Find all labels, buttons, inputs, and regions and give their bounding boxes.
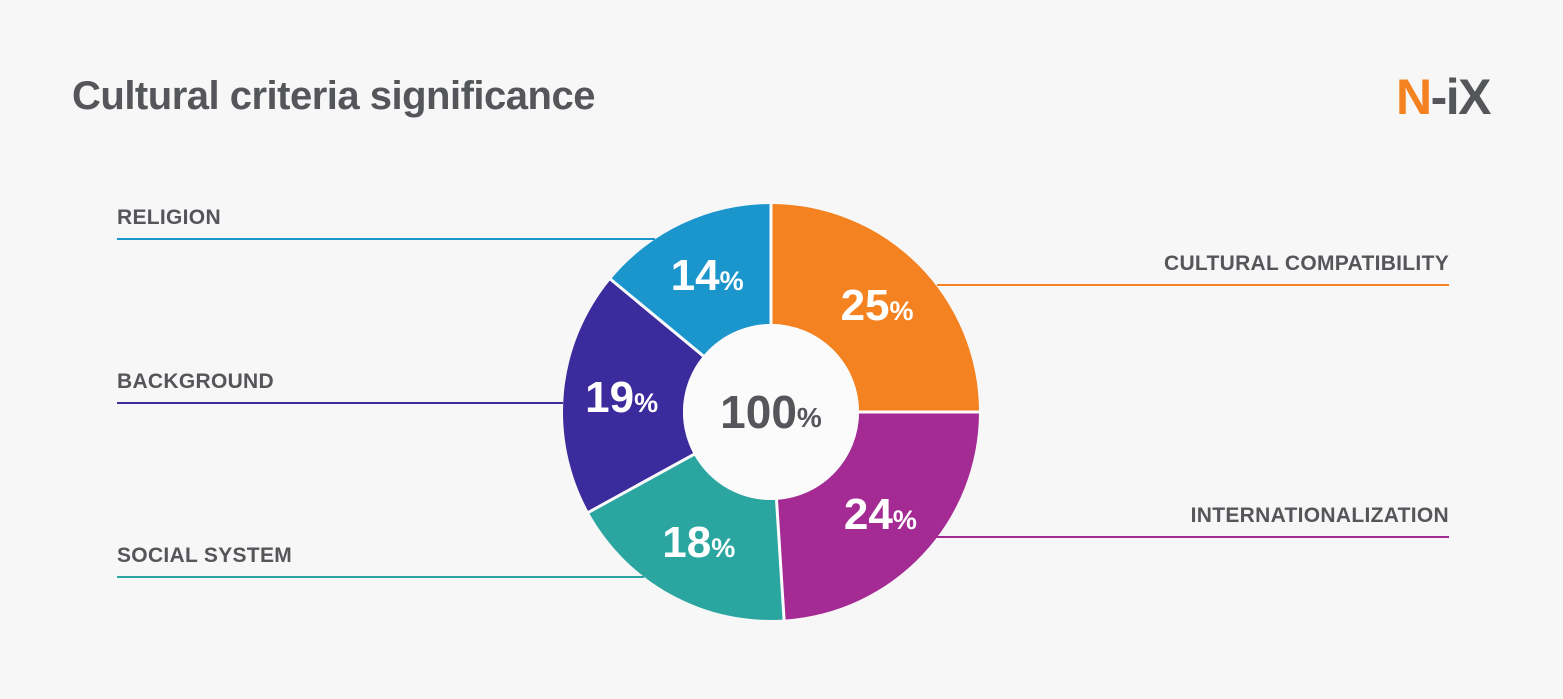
- callout-social-system-label: SOCIAL SYSTEM: [117, 544, 293, 567]
- callout-cultural-compatibility-label: CULTURAL COMPATIBILITY: [1163, 252, 1449, 275]
- callout-internationalization: INTERNATIONALIZATION: [936, 504, 1449, 538]
- donut-slice-religion: [610, 204, 771, 356]
- slice-value-label: 14%: [670, 251, 744, 301]
- callout-cultural-compatibility-line: [937, 284, 1449, 286]
- callout-internationalization-line: [936, 536, 1449, 538]
- callout-internationalization-label: INTERNATIONALIZATION: [1190, 504, 1449, 527]
- donut-chart: 100% 25% 24% 18% 19% 14%: [556, 197, 986, 627]
- callout-religion-label: RELIGION: [117, 206, 221, 229]
- slice-value-label: 19%: [585, 372, 659, 422]
- slice-value-label: 25%: [840, 280, 914, 330]
- donut-slice-social-system: [588, 454, 785, 620]
- callout-religion: RELIGION: [117, 206, 655, 240]
- logo-letters-ix: -iX: [1430, 69, 1492, 125]
- center-percent-sign: %: [796, 402, 822, 433]
- slice-separator: [608, 276, 707, 359]
- logo-letter-n: N: [1395, 69, 1432, 125]
- donut-slice-cultural-compatibility: [771, 204, 979, 412]
- center-value: 100: [720, 386, 797, 438]
- donut-svg: [563, 202, 981, 622]
- donut-center-label: 100%: [556, 197, 986, 627]
- callout-religion-line: [117, 238, 655, 240]
- slice-separator: [774, 496, 786, 622]
- callout-background-line: [117, 402, 563, 404]
- callout-background: BACKGROUND: [117, 370, 563, 404]
- donut-slice-background: [563, 279, 704, 513]
- callout-background-label: BACKGROUND: [117, 370, 274, 393]
- callout-social-system-line: [117, 576, 644, 578]
- slice-value-label: 24%: [843, 489, 917, 539]
- callout-social-system: SOCIAL SYSTEM: [117, 544, 644, 578]
- callout-cultural-compatibility: CULTURAL COMPATIBILITY: [937, 252, 1449, 286]
- donut-hole: [683, 324, 859, 500]
- slice-value-label: 18%: [662, 518, 736, 568]
- slice-separator: [586, 451, 698, 515]
- nix-logo: N-iX: [1395, 68, 1492, 126]
- donut-slice-internationalization: [776, 412, 979, 620]
- page-title: Cultural criteria significance: [72, 74, 595, 118]
